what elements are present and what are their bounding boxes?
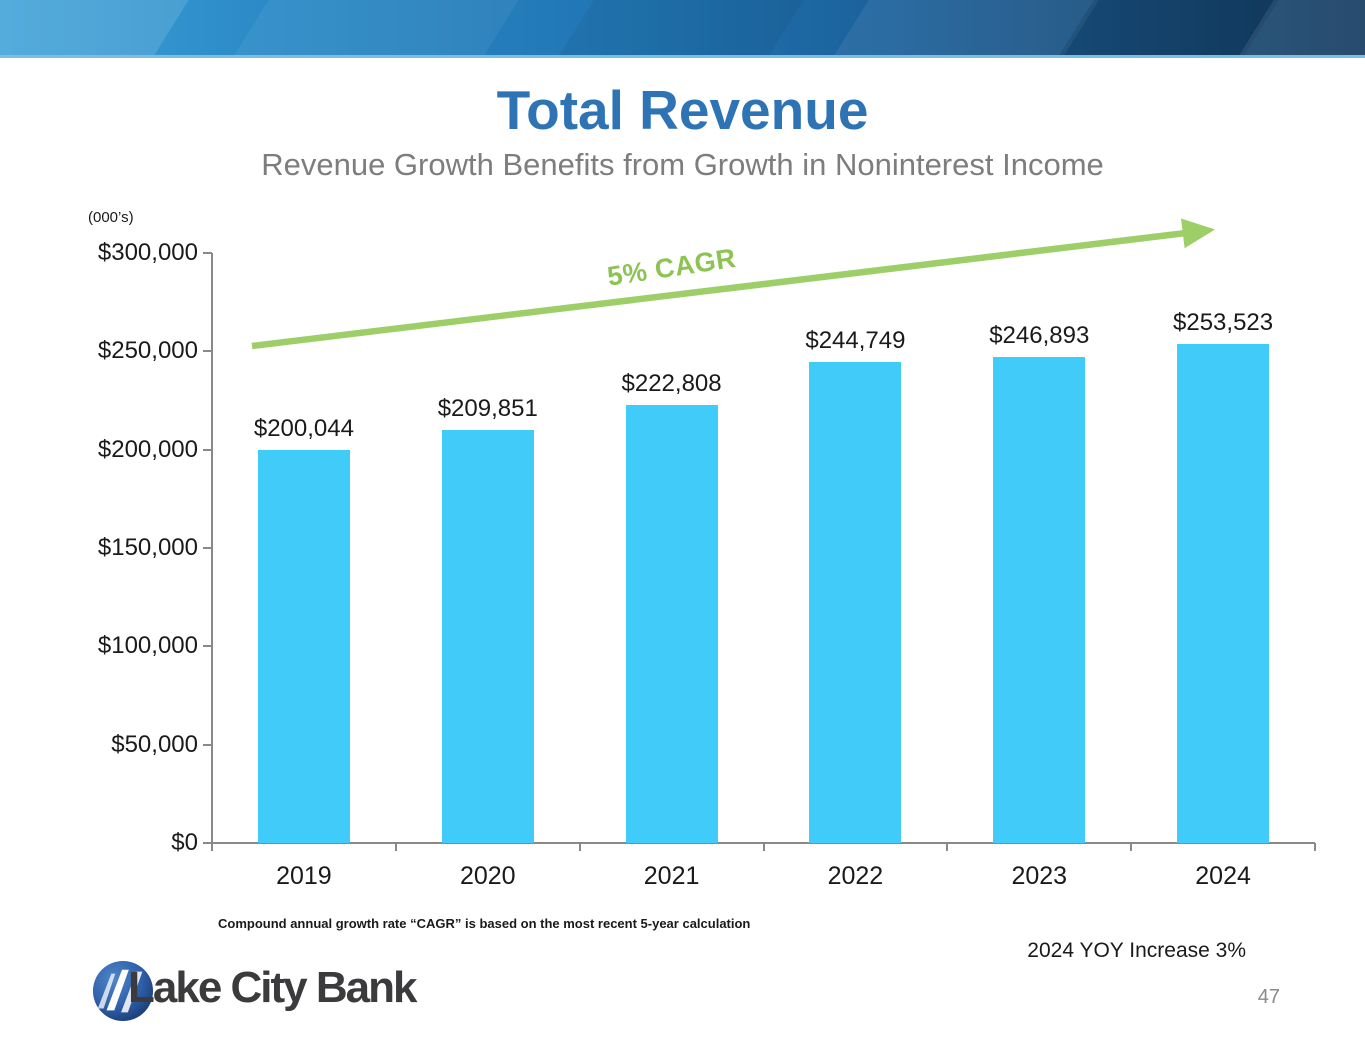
bar-2020 [441, 430, 534, 843]
bar-value-label-2024: $253,523 [1173, 309, 1274, 337]
y-axis-units-label: (000’s) [88, 209, 134, 226]
y-tick-label: $0 [171, 829, 198, 856]
y-axis-tick [203, 842, 212, 844]
x-axis-boundary-tick [211, 843, 213, 851]
bar-value-label-2019: $200,044 [253, 414, 354, 442]
bar-value-label-2022: $244,749 [805, 326, 906, 354]
y-tick-label: $200,000 [97, 435, 198, 463]
bank-logo-globe-icon [92, 960, 154, 1022]
x-axis-boundary-tick [394, 843, 397, 851]
y-axis-tick [203, 448, 212, 451]
x-tick-label-2019: 2019 [276, 862, 332, 890]
y-axis-line [211, 253, 213, 851]
y-axis-tick [203, 252, 212, 254]
x-tick-label-2020: 2020 [459, 862, 516, 890]
x-axis-boundary-tick [1130, 843, 1133, 851]
y-tick-label: $250,000 [97, 337, 198, 365]
bar-value-label-2023: $246,893 [989, 322, 1090, 350]
bar-2019 [257, 449, 350, 843]
x-tick-label-2024: 2024 [1195, 862, 1251, 890]
bar-2022 [809, 361, 902, 843]
x-tick-label-2022: 2022 [827, 862, 884, 890]
bar-value-label-2020: $209,851 [437, 395, 538, 423]
header-banner [0, 0, 1365, 55]
bank-logo-wordmark: Lake City Bank [128, 963, 417, 1012]
x-tick-label-2021: 2021 [643, 862, 700, 890]
y-axis-tick [203, 547, 212, 549]
y-tick-label: $300,000 [97, 239, 198, 266]
page-title: Total Revenue [496, 79, 869, 141]
bar-value-label-2021: $222,808 [621, 369, 722, 397]
y-tick-label: $100,000 [97, 632, 198, 660]
x-axis-boundary-tick [578, 843, 581, 851]
lake-city-bank-logo: Lake City Bank [92, 956, 452, 1026]
x-tick-label-2023: 2023 [1011, 862, 1068, 890]
cagr-annotation-label: 5% CAGR [605, 242, 738, 292]
bar-2024 [1177, 344, 1270, 843]
y-axis-tick [203, 743, 212, 746]
y-axis-tick [203, 350, 212, 353]
x-axis-boundary-tick [946, 843, 949, 851]
bar-2023 [993, 357, 1086, 843]
page-subtitle: Revenue Growth Benefits from Growth in N… [261, 147, 1104, 182]
footnote-text: Compound annual growth rate “CAGR” is ba… [218, 916, 751, 931]
yoy-increase-note: 2024 YOY Increase 3% [1027, 939, 1246, 962]
x-axis-boundary-tick [762, 843, 765, 851]
y-axis-tick [203, 645, 212, 648]
y-tick-label: $50,000 [111, 730, 198, 758]
x-axis-boundary-tick [1314, 843, 1316, 851]
y-tick-label: $150,000 [97, 534, 198, 561]
bar-2021 [625, 404, 718, 843]
page-number: 47 [1257, 986, 1280, 1008]
banner-underline [0, 55, 1365, 58]
